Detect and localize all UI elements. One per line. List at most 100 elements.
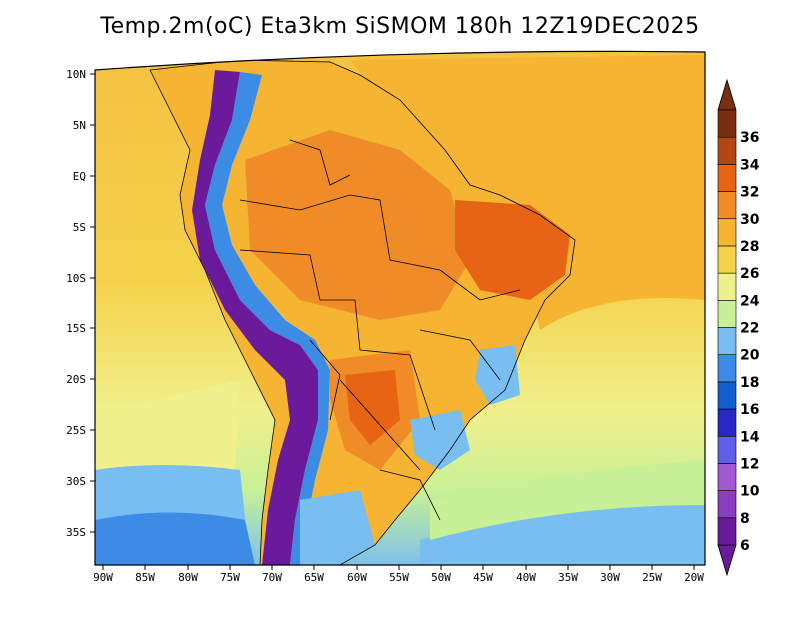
- lon-tick-50w: 50W: [431, 565, 451, 584]
- colorbar-label: 26: [740, 266, 759, 282]
- colorbar-segment: [717, 381, 737, 410]
- state-border-central: [419, 329, 501, 381]
- colorbar-segment: [717, 517, 737, 546]
- colorbar-labels: 6 8 10 12 14 16 18 20 22 24 26 28 30 32 34 36: [740, 130, 760, 554]
- colorbar-label: 8: [740, 511, 750, 527]
- west-coastline: [149, 69, 276, 565]
- lat-label-10s: 10S: [66, 272, 86, 285]
- venezuela-border: [289, 139, 351, 186]
- colorbar-label: 36: [740, 130, 759, 146]
- lon-tick-55w: 55W: [389, 565, 409, 584]
- brazil-west-border: [239, 249, 436, 431]
- state-border-northeast: [439, 269, 521, 301]
- colorbar-segment: [717, 490, 737, 519]
- lon-tick-85w: 85W: [135, 565, 155, 584]
- colorbar-segment: [717, 327, 737, 355]
- colorbar-segment: [717, 245, 737, 274]
- colorbar-label: 10: [740, 484, 760, 500]
- northeast-hot-core: [455, 200, 570, 300]
- lon-tick-70w: 70W: [262, 565, 282, 584]
- patagonia-cool: [300, 490, 375, 565]
- lon-label-30w: 30W: [600, 571, 620, 584]
- pacific-coldest-zone: [95, 512, 255, 565]
- lon-tick-75w: 75W: [220, 565, 240, 584]
- lat-label-35s: 35S: [66, 526, 86, 539]
- lon-tick-90w: 90W: [93, 565, 113, 584]
- colorbar-segment: [717, 435, 737, 464]
- longitude-axis: 90W 85W 80W 75W 70W 65W 60W 55W 50W 45W …: [93, 565, 704, 584]
- colorbar-label: 32: [740, 185, 759, 201]
- lon-label-45w: 45W: [473, 571, 493, 584]
- colorbar-segments: [717, 109, 737, 546]
- lat-label-20s: 20S: [66, 373, 86, 386]
- lat-tick-5n: 5N: [73, 119, 95, 132]
- lon-tick-80w: 80W: [178, 565, 198, 584]
- lat-tick-20s: 20S: [66, 373, 95, 386]
- lon-label-60w: 60W: [347, 571, 367, 584]
- colorbar-segment: [717, 272, 737, 301]
- lon-label-80w: 80W: [178, 571, 198, 584]
- lat-tick-35s: 35S: [66, 526, 95, 539]
- colorbar-segment: [717, 136, 737, 165]
- atlantic-warm-band: [350, 55, 705, 330]
- andes-cordillera: [192, 70, 318, 565]
- lon-label-85w: 85W: [135, 571, 155, 584]
- pacific-cool-zone: [95, 380, 240, 470]
- bolivia-border: [309, 339, 341, 421]
- colorbar-label: 20: [740, 348, 760, 364]
- lat-tick-eq: EQ: [73, 170, 95, 183]
- temperature-field: [95, 51, 705, 565]
- colorbar-segment: [717, 463, 737, 491]
- lat-label-10n: 10N: [66, 68, 86, 81]
- colorbar-label: 6: [740, 538, 750, 554]
- east-coastline: [149, 59, 576, 565]
- lon-tick-60w: 60W: [347, 565, 367, 584]
- lat-label-5s: 5S: [73, 221, 86, 234]
- colorbar-label: 34: [740, 157, 760, 173]
- minas-highlands: [475, 345, 520, 405]
- lon-label-55w: 55W: [389, 571, 409, 584]
- colorbar-label: 16: [740, 402, 759, 418]
- andes-slope: [205, 72, 330, 565]
- country-borders: [149, 59, 576, 565]
- lat-label-eq: EQ: [73, 170, 86, 183]
- lat-label-30s: 30S: [66, 475, 86, 488]
- lon-label-35w: 35W: [558, 571, 578, 584]
- lat-label-25s: 25S: [66, 424, 86, 437]
- map-frame: [94, 50, 706, 566]
- colorbar-label: 18: [740, 375, 759, 391]
- colorbar-segment: [717, 354, 737, 383]
- amazon-basin: [245, 130, 470, 320]
- lat-tick-25s: 25S: [66, 424, 95, 437]
- lon-label-25w: 25W: [642, 571, 662, 584]
- south-atlantic-cold: [420, 500, 705, 565]
- lat-label-5n: 5N: [73, 119, 86, 132]
- lon-tick-35w: 35W: [558, 565, 578, 584]
- lon-tick-40w: 40W: [516, 565, 536, 584]
- lon-tick-30w: 30W: [600, 565, 620, 584]
- lat-label-15s: 15S: [66, 322, 86, 335]
- colorbar-label: 12: [740, 456, 759, 472]
- lon-label-20w: 20W: [684, 571, 704, 584]
- colorbar: 6 8 10 12 14 16 18 20 22 24 26 28 30 32 34 36: [717, 78, 760, 577]
- colorbar-label: 30: [740, 212, 760, 228]
- lat-tick-10s: 10S: [66, 272, 95, 285]
- lat-tick-15s: 15S: [66, 322, 95, 335]
- map-title: Temp.2m(oC) Eta3km SiSMOM 180h 12Z19DEC2…: [100, 14, 700, 39]
- chaco-hot-core: [345, 370, 400, 445]
- colorbar-bottom-arrow: [717, 544, 737, 577]
- lon-tick-65w: 65W: [304, 565, 324, 584]
- latitude-axis: 10N 5N EQ 5S 10S 15S 20S 25S: [66, 68, 95, 539]
- colorbar-segment: [717, 300, 737, 328]
- paraguay-border: [339, 379, 421, 471]
- colorbar-label: 22: [740, 321, 759, 337]
- colorbar-top-arrow: [717, 78, 737, 111]
- uruguay-border: [379, 469, 441, 521]
- colorbar-label: 28: [740, 239, 759, 255]
- lon-label-50w: 50W: [431, 571, 451, 584]
- lon-tick-45w: 45W: [473, 565, 493, 584]
- lon-label-65w: 65W: [304, 571, 324, 584]
- lon-label-70w: 70W: [262, 571, 282, 584]
- colorbar-label: 24: [740, 293, 760, 309]
